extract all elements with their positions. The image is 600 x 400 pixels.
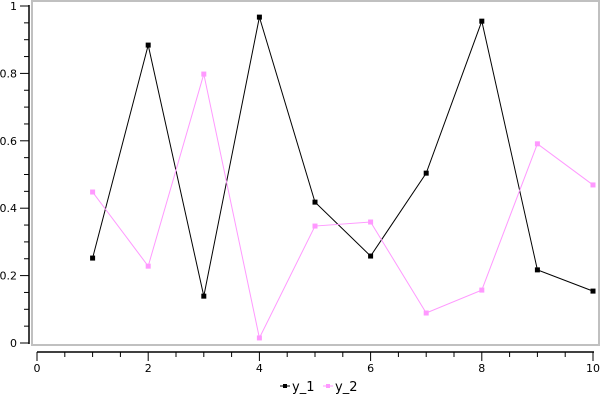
series-y_1 <box>90 14 596 299</box>
legend-label: y_2 <box>335 380 357 395</box>
data-point <box>90 189 96 195</box>
legend-marker <box>326 384 330 388</box>
data-point <box>145 263 151 269</box>
data-point <box>256 14 262 20</box>
x-tick-label: 4 <box>256 362 263 375</box>
data-point <box>256 335 262 341</box>
series-y_2 <box>90 71 596 341</box>
plot-frame <box>31 0 600 346</box>
data-point <box>145 42 151 48</box>
data-point <box>201 293 207 299</box>
legend: y_1 y_2 <box>280 380 357 395</box>
y-tick-label: 1 <box>10 0 17 13</box>
y-tick-label: 0.2 <box>0 270 17 283</box>
x-tick-label: 10 <box>586 362 600 375</box>
data-point <box>312 199 318 205</box>
series-line-y_1 <box>92 16 594 297</box>
series-line-y_2 <box>92 73 594 340</box>
data-point <box>479 287 485 293</box>
y-tick-label: 0.6 <box>0 135 17 148</box>
data-point <box>534 267 540 273</box>
y-tick-label: 0.4 <box>0 202 17 215</box>
legend-marker <box>283 384 287 388</box>
data-point <box>368 253 374 259</box>
data-point <box>423 310 429 316</box>
legend-label: y_1 <box>292 380 314 395</box>
x-tick-label: 2 <box>145 362 152 375</box>
x-tick-label: 0 <box>34 362 41 375</box>
data-point <box>90 255 96 261</box>
x-tick-label: 6 <box>367 362 374 375</box>
data-point <box>423 170 429 176</box>
y-tick-label: 0 <box>10 337 17 350</box>
x-tick-label: 8 <box>478 362 485 375</box>
data-point <box>312 223 318 229</box>
data-point <box>590 288 596 294</box>
data-point <box>590 182 596 188</box>
data-point <box>201 71 207 77</box>
data-point <box>479 18 485 24</box>
data-point <box>368 219 374 225</box>
data-point <box>534 141 540 147</box>
y-tick-label: 0.8 <box>0 67 17 80</box>
